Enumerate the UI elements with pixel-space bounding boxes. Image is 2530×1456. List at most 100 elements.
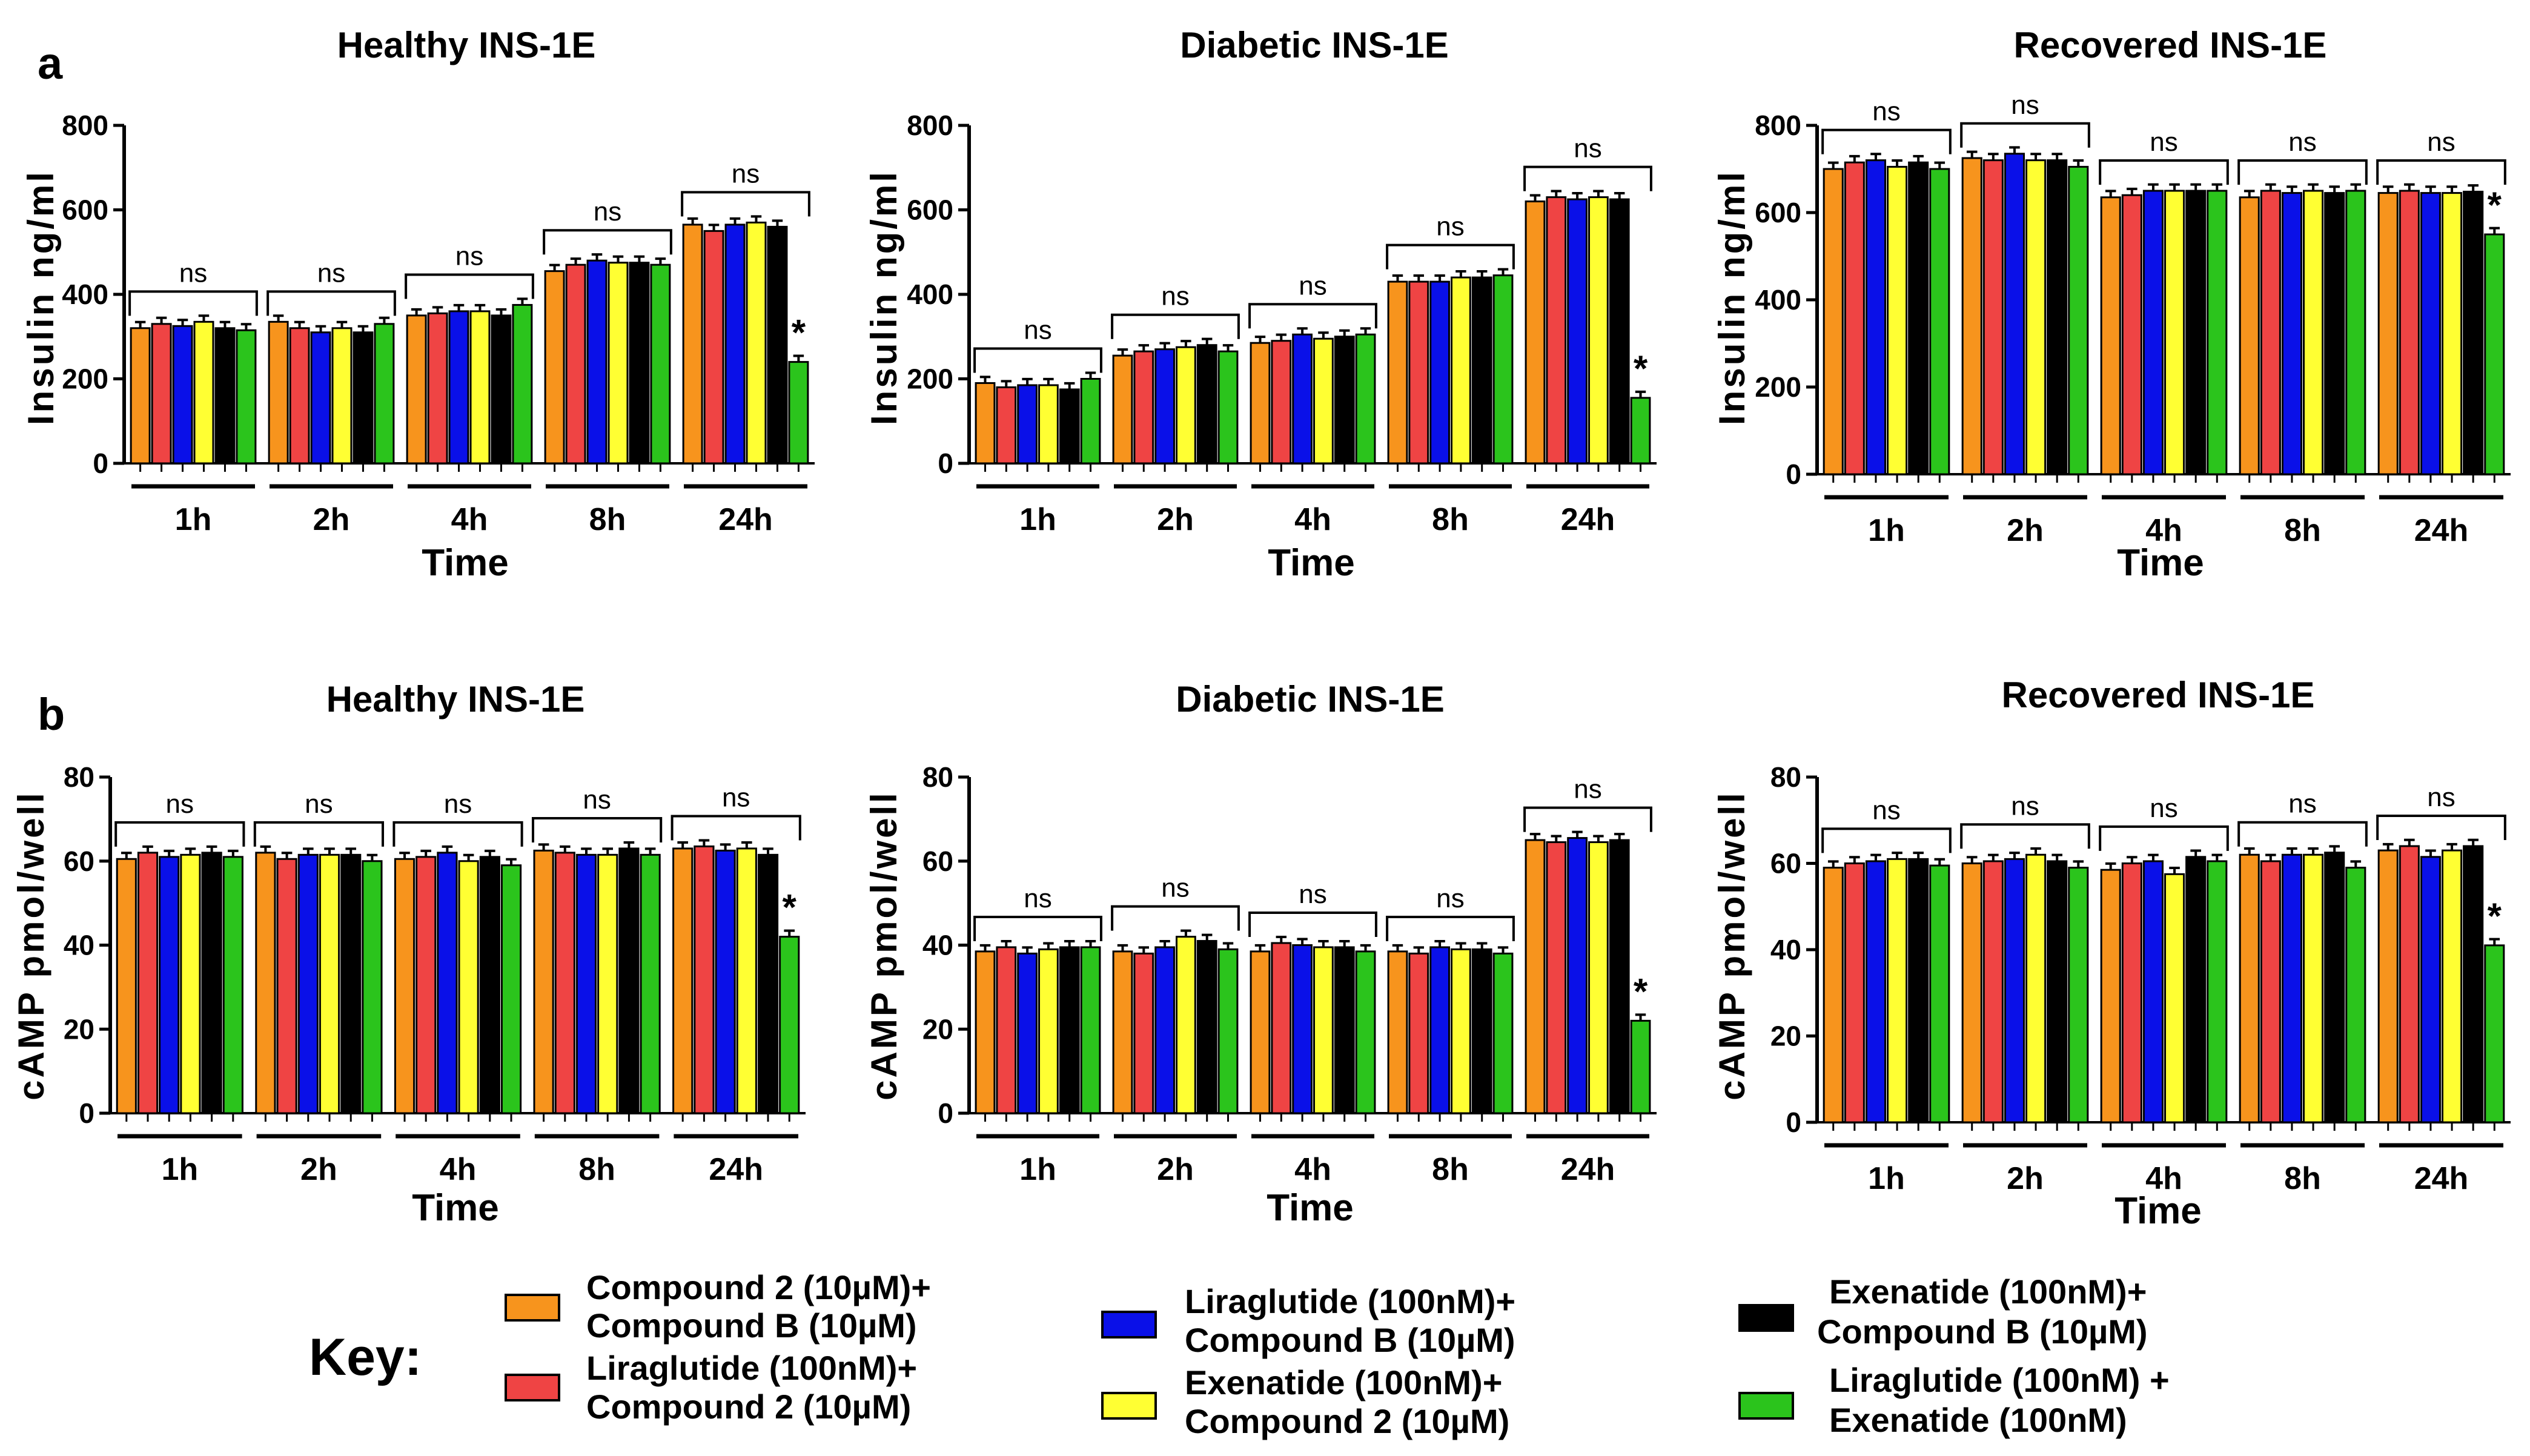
y-tick-label: 40 bbox=[922, 930, 953, 961]
bar bbox=[1112, 354, 1133, 465]
bar bbox=[2004, 153, 2025, 475]
bar bbox=[1908, 161, 1929, 475]
significance-bracket bbox=[973, 915, 1102, 941]
significance-label: ns bbox=[1436, 884, 1464, 913]
significance-bracket bbox=[1523, 806, 1652, 832]
x-tick-label: 8h bbox=[1432, 1152, 1469, 1187]
bar bbox=[2047, 860, 2068, 1123]
panel-label-a: a bbox=[38, 38, 63, 88]
bar bbox=[236, 329, 257, 465]
bar bbox=[2068, 165, 2089, 475]
bar bbox=[340, 853, 362, 1114]
bar bbox=[724, 223, 746, 465]
chart-panel-4: Healthy INS-1E cAMP pmol/well 0 20 40 60 80 ns 1… bbox=[11, 679, 806, 1229]
bar bbox=[268, 320, 289, 465]
bar bbox=[975, 382, 996, 465]
x-axis-label: Time bbox=[2117, 542, 2204, 584]
significance-bracket bbox=[2376, 815, 2506, 840]
significance-bracket bbox=[2376, 159, 2506, 185]
bar bbox=[1567, 837, 1588, 1114]
significance-label: ns bbox=[2150, 127, 2177, 157]
bar bbox=[2185, 856, 2207, 1123]
significance-label: ns bbox=[2427, 127, 2455, 157]
bar bbox=[2207, 860, 2228, 1123]
significance-bracket bbox=[405, 273, 534, 299]
bar bbox=[1609, 839, 1630, 1114]
y-tick-label: 600 bbox=[1755, 197, 1801, 228]
bar bbox=[1387, 280, 1408, 465]
significance-label: ns bbox=[305, 789, 333, 819]
bar bbox=[629, 262, 650, 465]
bar bbox=[703, 230, 724, 465]
chart-title: Healthy INS-1E bbox=[337, 25, 596, 65]
x-tick-label: 1h bbox=[1019, 1152, 1056, 1187]
bar bbox=[1355, 333, 1376, 465]
significance-star: * bbox=[2488, 896, 2502, 936]
bar bbox=[374, 323, 395, 465]
x-tick-label: 8h bbox=[2284, 1161, 2321, 1196]
significance-label: ns bbox=[1574, 134, 1601, 164]
bar bbox=[1217, 350, 1239, 465]
x-tick-label: 1h bbox=[161, 1152, 198, 1187]
y-tick-label: 800 bbox=[62, 110, 108, 141]
bar bbox=[2463, 190, 2484, 475]
bar bbox=[1451, 276, 1471, 465]
significance-label: ns bbox=[2427, 783, 2455, 812]
bar bbox=[1313, 337, 1334, 465]
chart-panel-3: Recovered INS-1E Insulin ng/ml 0 200 400 600 8… bbox=[1712, 25, 2511, 584]
y-tick-label: 400 bbox=[1755, 284, 1801, 316]
significance-bracket bbox=[128, 290, 258, 316]
bar bbox=[1887, 858, 1908, 1123]
bar bbox=[116, 858, 137, 1114]
bar bbox=[193, 320, 214, 465]
chart-title: Healthy INS-1E bbox=[326, 679, 585, 720]
bar bbox=[1196, 344, 1217, 465]
y-tick-label: 60 bbox=[922, 845, 953, 877]
bar bbox=[362, 860, 383, 1114]
bar bbox=[996, 946, 1017, 1114]
bar bbox=[2442, 192, 2463, 475]
bar bbox=[2420, 192, 2442, 475]
significance-bracket bbox=[253, 821, 385, 847]
significance-bracket bbox=[531, 816, 663, 842]
bar bbox=[1492, 952, 1514, 1114]
bar bbox=[1887, 165, 1908, 475]
y-axis-label: cAMP pmol/well bbox=[864, 790, 904, 1100]
significance-bracket bbox=[681, 191, 810, 217]
bar bbox=[479, 856, 500, 1114]
bar bbox=[1630, 1019, 1651, 1114]
significance-bracket bbox=[1960, 122, 2090, 148]
bar bbox=[2399, 845, 2420, 1123]
significance-bracket bbox=[1248, 912, 1377, 938]
bar bbox=[608, 262, 629, 465]
significance-label: ns bbox=[2011, 791, 2039, 821]
y-tick-label: 20 bbox=[64, 1013, 94, 1045]
significance-bracket bbox=[973, 347, 1102, 373]
bar bbox=[2463, 845, 2484, 1123]
x-tick-label: 8h bbox=[578, 1152, 615, 1187]
bar bbox=[1217, 948, 1239, 1114]
bar bbox=[767, 225, 788, 465]
bar bbox=[1059, 946, 1080, 1114]
bar bbox=[1250, 342, 1271, 465]
bar bbox=[2324, 852, 2345, 1123]
x-tick-label: 1h bbox=[1019, 502, 1056, 537]
key-title: Key: bbox=[309, 1328, 422, 1386]
bar bbox=[788, 361, 809, 465]
x-tick-label: 24h bbox=[2414, 513, 2469, 548]
bar bbox=[491, 314, 512, 465]
significance-label: ns bbox=[1024, 884, 1051, 913]
bar bbox=[255, 852, 276, 1114]
bar bbox=[500, 864, 522, 1114]
bar bbox=[1408, 952, 1429, 1114]
bar bbox=[1630, 397, 1651, 465]
bar bbox=[1176, 936, 1196, 1114]
y-tick-label: 200 bbox=[1755, 371, 1801, 403]
y-tick-label: 800 bbox=[907, 110, 953, 141]
bar bbox=[1982, 860, 2004, 1123]
bar bbox=[1865, 159, 1887, 475]
x-axis-label: Time bbox=[422, 542, 509, 584]
y-tick-label: 40 bbox=[1770, 934, 1801, 965]
significance-label: ns bbox=[1299, 271, 1326, 300]
bar bbox=[1588, 841, 1609, 1114]
